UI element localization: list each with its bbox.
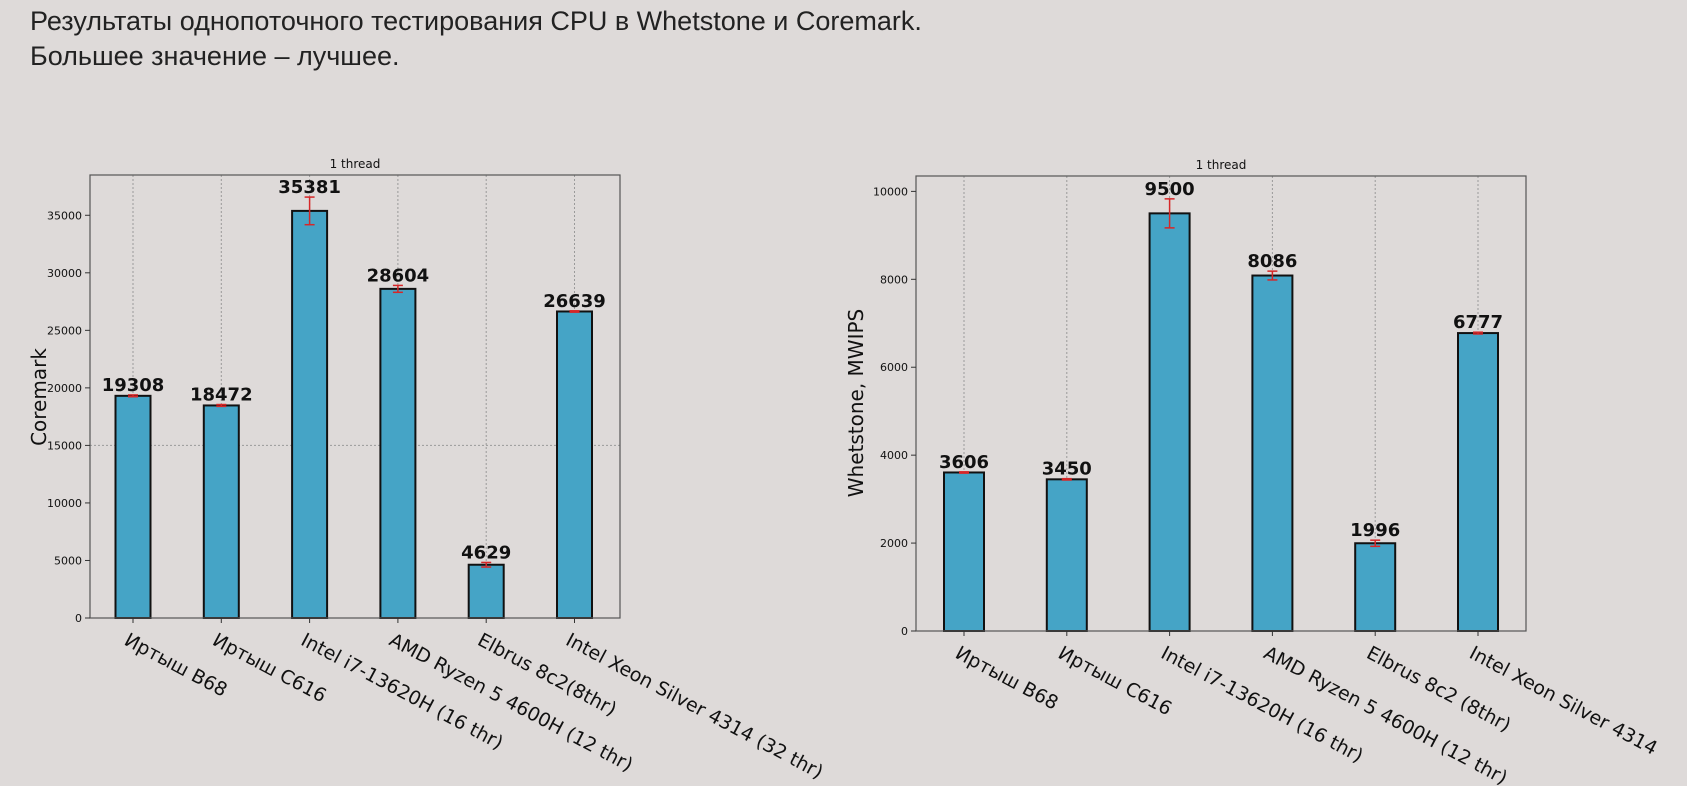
bar (1045, 478, 1088, 633)
y-axis-label: Whetstone, MWIPS (844, 309, 868, 497)
x-tick-label: Intel Xeon Silver 4314 (1466, 642, 1661, 760)
value-label: 35381 (278, 177, 341, 198)
x-tick-label: Иртыш С616 (1054, 642, 1175, 720)
value-label: 6777 (1453, 312, 1503, 333)
coremark-chart: 19308 18472 35381 28604 4629 26639 0 5000 10000 1… (27, 157, 827, 784)
y-tick-label: 15000 (47, 439, 82, 452)
value-label: 1996 (1350, 520, 1400, 541)
y-tick-label: 20000 (47, 382, 82, 395)
value-label: 8086 (1247, 251, 1297, 272)
value-label: 3450 (1042, 459, 1092, 480)
bar (943, 471, 985, 633)
value-label: 4629 (461, 542, 511, 563)
bar (202, 404, 240, 619)
y-tick-label: 0 (75, 612, 82, 625)
y-tick-label: 30000 (47, 267, 82, 280)
value-label: 28604 (367, 265, 430, 286)
whetstone-chart: 3606 3450 9500 8086 1996 6777 0 2000 4000 6000 800… (844, 158, 1661, 786)
x-tick-label: Иртыш В68 (952, 642, 1062, 714)
heading-line-1: Результаты однопоточного тестирования CP… (30, 6, 922, 36)
value-label: 9500 (1145, 179, 1195, 200)
y-tick-label: 8000 (880, 273, 908, 286)
heading-line-2: Большее значение – лучшее. (30, 41, 400, 71)
plot-area (916, 176, 1526, 631)
y-tick-label: 2000 (880, 537, 908, 550)
bar (1148, 212, 1191, 632)
chart-subtitle: 1 thread (330, 157, 381, 171)
bar (1457, 332, 1499, 632)
plot-frame (915, 175, 1527, 632)
bar (1354, 542, 1397, 632)
plot-area (90, 175, 620, 618)
value-label: 3606 (939, 452, 989, 473)
bar (379, 287, 417, 619)
plot-frame (89, 174, 621, 619)
value-label: 18472 (190, 385, 253, 406)
y-tick-label: 5000 (54, 554, 82, 567)
bar (114, 394, 152, 619)
page-heading: Результаты однопоточного тестирования CP… (30, 4, 922, 74)
value-label: 26639 (543, 291, 606, 312)
y-tick-label: 10000 (873, 185, 908, 198)
bar (1251, 274, 1294, 632)
y-tick-label: 4000 (880, 449, 908, 462)
chart-subtitle: 1 thread (1196, 158, 1247, 172)
bar (556, 310, 593, 619)
bar (291, 209, 329, 619)
y-axis-label: Coremark (27, 348, 51, 446)
value-label: 19308 (102, 375, 165, 396)
y-tick-label: 10000 (47, 497, 82, 510)
y-tick-label: 35000 (47, 209, 82, 222)
y-tick-label: 0 (901, 625, 908, 638)
bar (467, 563, 505, 620)
y-tick-label: 6000 (880, 361, 908, 374)
y-tick-label: 25000 (47, 324, 82, 337)
